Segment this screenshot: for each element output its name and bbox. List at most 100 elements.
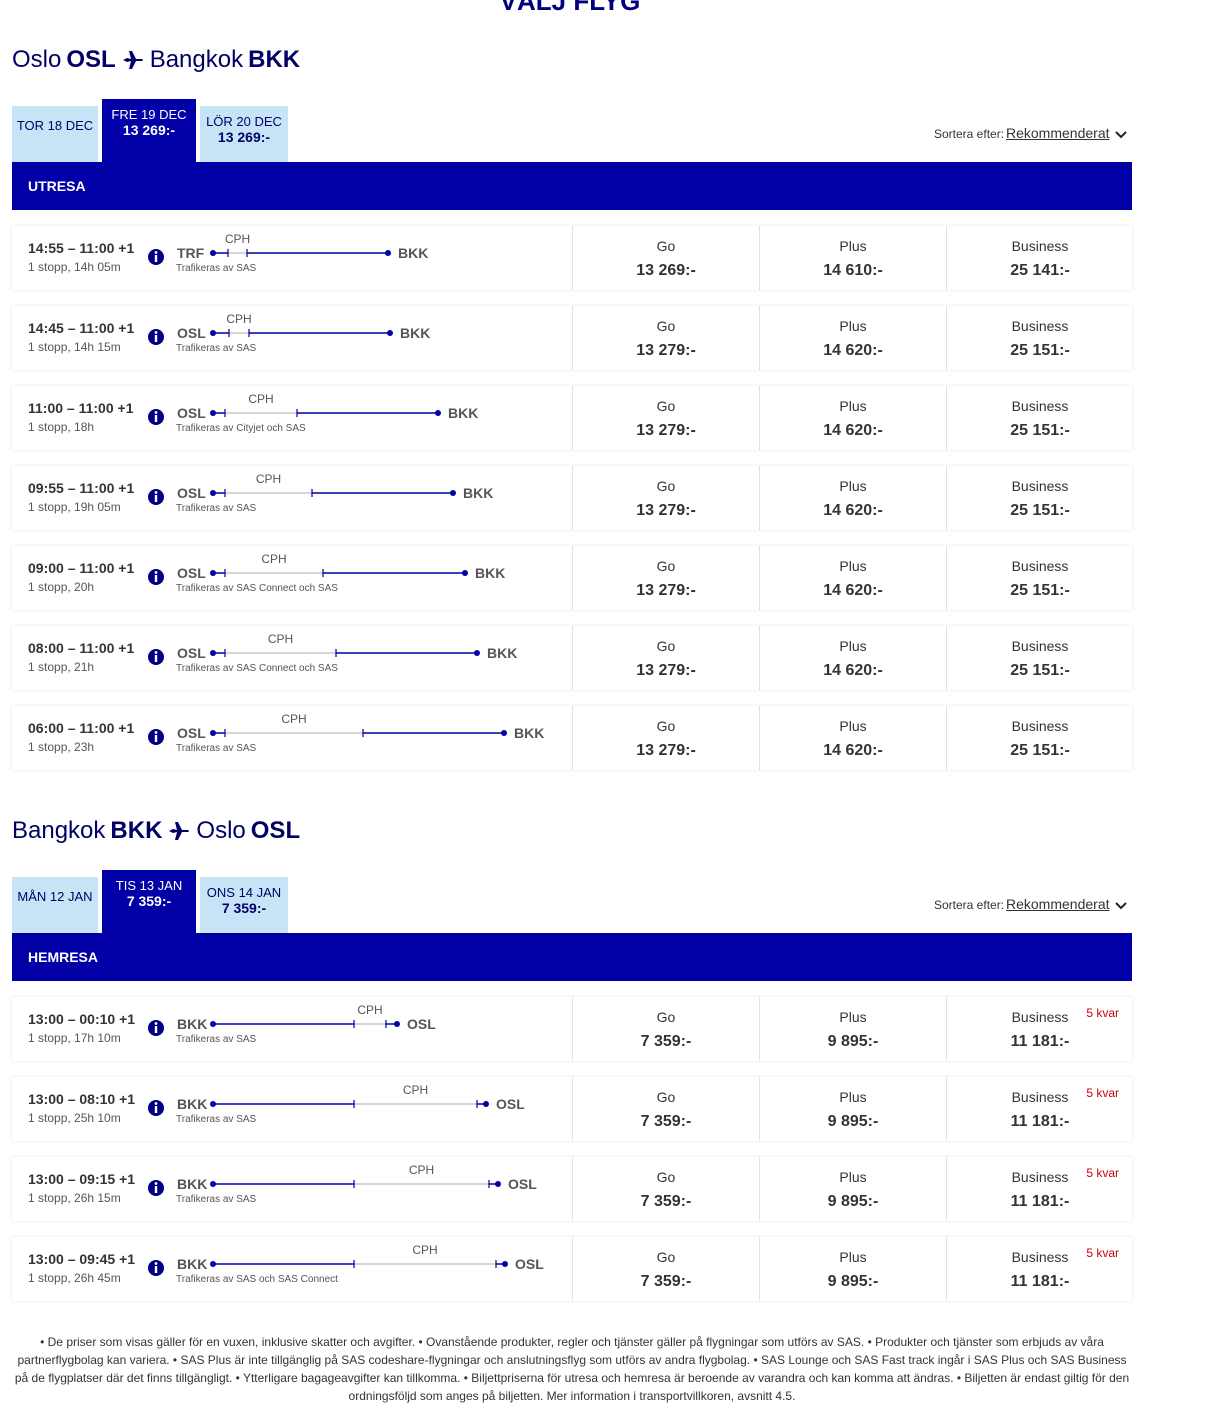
fare-cell[interactable]: Plus 14 620:-	[759, 706, 946, 770]
fare-cell[interactable]: Go 13 279:-	[572, 546, 759, 610]
fare-cell[interactable]: Business 25 151:-	[946, 386, 1133, 450]
fare-cell[interactable]: Plus 14 620:-	[759, 626, 946, 690]
flight-row[interactable]: 14:55 – 11:00 +1 1 stopp, 14h 05m TRF BKK CP…	[12, 226, 1132, 290]
fare-cell[interactable]: Plus 9 895:-	[759, 1237, 946, 1301]
fare-cell[interactable]: Go 13 279:-	[572, 386, 759, 450]
fare-price: 11 181:-	[1010, 1033, 1070, 1050]
flight-duration: 1 stopp, 19h 05m	[28, 500, 121, 514]
date-tab[interactable]: TOR 18 DEC	[12, 106, 98, 162]
via-airport: CPH	[412, 1243, 438, 1257]
info-glyph	[154, 1186, 158, 1193]
fare-cell[interactable]: Plus 14 620:-	[759, 546, 946, 610]
fare-cell[interactable]: Business 25 151:-	[946, 546, 1133, 610]
fare-cell[interactable]: Plus 9 895:-	[759, 1077, 946, 1141]
fare-cell[interactable]: Go 7 359:-	[572, 1157, 759, 1221]
fare-price: 14 620:-	[823, 502, 883, 519]
fare-cell[interactable]: Business 25 151:-	[946, 306, 1133, 370]
dep-dot	[210, 490, 216, 496]
operator: Trafikeras av SAS	[176, 263, 257, 274]
fare-name: Plus	[839, 558, 867, 574]
fare-cell[interactable]: Plus 14 620:-	[759, 386, 946, 450]
fare-price: 13 279:-	[636, 342, 696, 359]
fare-name: Plus	[839, 318, 867, 334]
from-city: Oslo	[12, 46, 62, 73]
flight-duration: 1 stopp, 20h	[28, 580, 95, 594]
fare-cell[interactable]: Plus 9 895:-	[759, 997, 946, 1061]
date-tab[interactable]: FRE 19 DEC 13 269:-	[102, 99, 196, 162]
plane-icon	[122, 51, 143, 69]
fare-cell[interactable]: Go 7 359:-	[572, 997, 759, 1061]
flight-row[interactable]: 11:00 – 11:00 +1 1 stopp, 18h OSL BKK CPH Tra…	[12, 386, 1132, 450]
flight-times: 06:00 – 11:00 +1	[28, 720, 135, 736]
flight-row[interactable]: 06:00 – 11:00 +1 1 stopp, 23h OSL BKK CPH Tra…	[12, 706, 1132, 770]
fare-name: Business	[1011, 1249, 1069, 1265]
via-airport: CPH	[357, 1003, 383, 1017]
fare-cell[interactable]: Business 11 181:- 5 kvar	[946, 1077, 1133, 1141]
fare-name: Plus	[839, 238, 867, 254]
sort-value[interactable]: Rekommenderat	[1006, 125, 1110, 141]
to-airport: BKK	[398, 245, 429, 261]
fare-price: 14 610:-	[823, 262, 883, 279]
fare-cell[interactable]: Plus 14 610:-	[759, 226, 946, 290]
flight-row[interactable]: 14:45 – 11:00 +1 1 stopp, 14h 15m OSL BKK CP…	[12, 306, 1132, 370]
via-airport: CPH	[226, 312, 252, 326]
fare-name: Go	[656, 238, 676, 254]
fare-name: Go	[656, 318, 676, 334]
flight-row[interactable]: 13:00 – 09:15 +1 1 stopp, 26h 15m BKK OSL CP…	[12, 1157, 1132, 1221]
info-glyph	[154, 495, 158, 502]
fare-cell[interactable]: Go 13 269:-	[572, 226, 759, 290]
date-tab[interactable]: TIS 13 JAN 7 359:-	[102, 870, 196, 933]
fare-cell[interactable]: Plus 14 620:-	[759, 466, 946, 530]
via-airport: CPH	[267, 632, 294, 646]
fare-cell[interactable]: Go 7 359:-	[572, 1077, 759, 1141]
fare-cell[interactable]: Business 25 151:-	[946, 466, 1133, 530]
flight-row[interactable]: 09:55 – 11:00 +1 1 stopp, 19h 05m OSL BKK CP…	[12, 466, 1132, 530]
flight-row[interactable]: 13:00 – 08:10 +1 1 stopp, 25h 10m BKK OSL CP…	[12, 1077, 1132, 1141]
fare-price: 25 141:-	[1010, 262, 1070, 279]
fare-cell[interactable]: Business 25 141:-	[946, 226, 1133, 290]
flight-duration: 1 stopp, 18h	[28, 420, 95, 434]
sort-value[interactable]: Rekommenderat	[1006, 896, 1110, 912]
fare-cell[interactable]: Business 11 181:- 5 kvar	[946, 997, 1133, 1061]
fare-cell[interactable]: Business 25 151:-	[946, 706, 1133, 770]
flight-duration: 1 stopp, 14h 05m	[28, 260, 121, 274]
to-airport: OSL	[407, 1016, 436, 1032]
route-diagram	[148, 409, 441, 425]
from-airport: OSL	[177, 645, 206, 661]
flight-duration: 1 stopp, 26h 45m	[28, 1271, 121, 1285]
fare-cell[interactable]: Go 13 279:-	[572, 306, 759, 370]
info-glyph	[154, 415, 158, 422]
from-airport: BKK	[177, 1016, 208, 1032]
arr-dot	[495, 1181, 501, 1187]
flight-row[interactable]: 08:00 – 11:00 +1 1 stopp, 21h OSL BKK CPH Tra…	[12, 626, 1132, 690]
arr-dot	[450, 490, 456, 496]
fare-cell[interactable]: Go 13 279:-	[572, 706, 759, 770]
fare-cell[interactable]: Plus 14 620:-	[759, 306, 946, 370]
fare-cell[interactable]: Business 11 181:- 5 kvar	[946, 1157, 1133, 1221]
fare-price: 25 151:-	[1010, 342, 1070, 359]
fare-name: Business	[1011, 558, 1069, 574]
fare-cell[interactable]: Plus 9 895:-	[759, 1157, 946, 1221]
via-airport: CPH	[281, 712, 307, 726]
date-tab[interactable]: ONS 14 JAN 7 359:-	[200, 877, 288, 933]
fare-cell[interactable]: Go 7 359:-	[572, 1237, 759, 1301]
flight-row[interactable]: 13:00 – 09:45 +1 1 stopp, 26h 45m BKK OSL CP…	[12, 1237, 1132, 1301]
fare-price: 7 359:-	[640, 1193, 692, 1210]
dep-dot	[210, 410, 216, 416]
fare-cell[interactable]: Go 13 279:-	[572, 626, 759, 690]
arr-dot	[387, 330, 393, 336]
date-tab[interactable]: MÅN 12 JAN	[12, 877, 98, 933]
fare-name: Go	[656, 478, 676, 494]
info-glyph	[154, 571, 158, 574]
fare-name: Plus	[839, 1009, 867, 1025]
to-airport: BKK	[514, 725, 545, 741]
fare-cell[interactable]: Business 11 181:- 5 kvar	[946, 1237, 1133, 1301]
flight-row[interactable]: 13:00 – 00:10 +1 1 stopp, 17h 10m BKK OSL CP…	[12, 997, 1132, 1061]
flight-row[interactable]: 09:00 – 11:00 +1 1 stopp, 20h OSL BKK CPH Tra…	[12, 546, 1132, 610]
route-diagram	[148, 1020, 400, 1036]
flight-times: 09:55 – 11:00 +1	[28, 480, 135, 496]
fare-cell[interactable]: Go 13 279:-	[572, 466, 759, 530]
operator: Trafikeras av Cityjet och SAS	[176, 423, 306, 434]
fare-cell[interactable]: Business 25 151:-	[946, 626, 1133, 690]
date-tab[interactable]: LÖR 20 DEC 13 269:-	[200, 106, 288, 162]
